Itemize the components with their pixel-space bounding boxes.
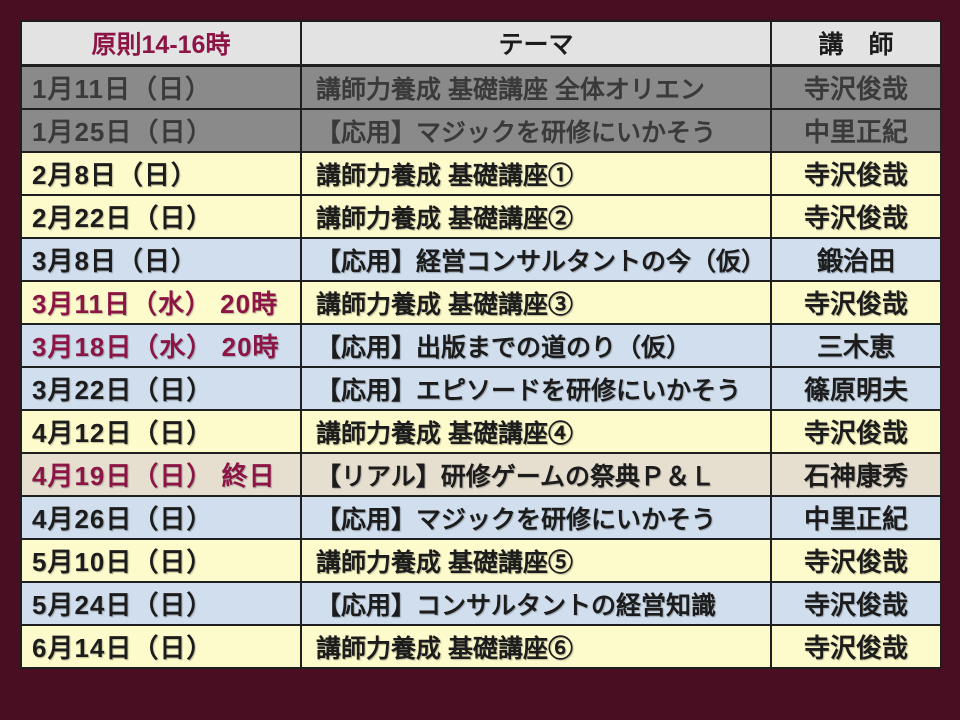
lecturer-cell: 寺沢俊哉 (770, 538, 942, 583)
table-row: 6月14日（日） 講師力養成 基礎講座⑥ 寺沢俊哉 (20, 624, 942, 669)
date-cell: 2月8日（日） (20, 151, 302, 196)
schedule-table: 原則14-16時 テーマ 講 師 1月11日（日） 講師力養成 基礎講座 全体オ… (20, 20, 942, 669)
date-cell: 3月18日（水） 20時 (20, 323, 302, 368)
date-cell: 1月25日（日） (20, 108, 302, 153)
date-cell: 1月11日（日） (20, 64, 302, 110)
lecturer-cell: 寺沢俊哉 (770, 409, 942, 454)
theme-cell: 【応用】出版までの道のり（仮） (300, 323, 772, 368)
theme-cell: 講師力養成 基礎講座④ (300, 409, 772, 454)
theme-cell: 【応用】コンサルタントの経営知識 (300, 581, 772, 626)
theme-cell: 講師力養成 基礎講座③ (300, 280, 772, 325)
lecturer-cell: 寺沢俊哉 (770, 581, 942, 626)
table-row: 5月24日（日） 【応用】コンサルタントの経営知識 寺沢俊哉 (20, 581, 942, 626)
header-row: 原則14-16時 テーマ 講 師 (20, 20, 942, 67)
theme-cell: 【リアル】研修ゲームの祭典Ｐ＆Ｌ (300, 452, 772, 497)
table-row: 3月8日（日） 【応用】経営コンサルタントの今（仮） 鍛治田 (20, 237, 942, 282)
theme-cell: 講師力養成 基礎講座 全体オリエン (300, 64, 772, 110)
lecturer-cell: 寺沢俊哉 (770, 280, 942, 325)
lecturer-cell: 鍛治田 (770, 237, 942, 282)
lecturer-cell: 篠原明夫 (770, 366, 942, 411)
lecturer-cell: 寺沢俊哉 (770, 151, 942, 196)
theme-cell: 【応用】マジックを研修にいかそう (300, 108, 772, 153)
table-row: 3月18日（水） 20時 【応用】出版までの道のり（仮） 三木恵 (20, 323, 942, 368)
theme-cell: 【応用】エピソードを研修にいかそう (300, 366, 772, 411)
lecturer-cell: 中里正紀 (770, 108, 942, 153)
lecturer-cell: 寺沢俊哉 (770, 624, 942, 669)
theme-cell: 【応用】経営コンサルタントの今（仮） (300, 237, 772, 282)
lecturer-cell: 石神康秀 (770, 452, 942, 497)
table-row: 4月26日（日） 【応用】マジックを研修にいかそう 中里正紀 (20, 495, 942, 540)
date-cell: 5月24日（日） (20, 581, 302, 626)
header-time-rule: 原則14-16時 (20, 20, 302, 67)
header-lecturer: 講 師 (770, 20, 942, 67)
theme-cell: 講師力養成 基礎講座⑤ (300, 538, 772, 583)
lecturer-cell: 中里正紀 (770, 495, 942, 540)
date-cell: 4月12日（日） (20, 409, 302, 454)
table-row: 4月19日（日） 終日 【リアル】研修ゲームの祭典Ｐ＆Ｌ 石神康秀 (20, 452, 942, 497)
table-row: 1月11日（日） 講師力養成 基礎講座 全体オリエン 寺沢俊哉 (20, 64, 942, 110)
table-row: 2月8日（日） 講師力養成 基礎講座① 寺沢俊哉 (20, 151, 942, 196)
lecturer-cell: 寺沢俊哉 (770, 194, 942, 239)
header-theme: テーマ (300, 20, 772, 67)
date-cell: 5月10日（日） (20, 538, 302, 583)
table-row: 4月12日（日） 講師力養成 基礎講座④ 寺沢俊哉 (20, 409, 942, 454)
theme-cell: 講師力養成 基礎講座② (300, 194, 772, 239)
date-cell: 4月26日（日） (20, 495, 302, 540)
theme-cell: 【応用】マジックを研修にいかそう (300, 495, 772, 540)
lecturer-cell: 三木恵 (770, 323, 942, 368)
table-row: 5月10日（日） 講師力養成 基礎講座⑤ 寺沢俊哉 (20, 538, 942, 583)
date-cell: 3月22日（日） (20, 366, 302, 411)
date-cell: 4月19日（日） 終日 (20, 452, 302, 497)
table-row: 1月25日（日） 【応用】マジックを研修にいかそう 中里正紀 (20, 108, 942, 153)
theme-cell: 講師力養成 基礎講座⑥ (300, 624, 772, 669)
date-cell: 3月8日（日） (20, 237, 302, 282)
lecturer-cell: 寺沢俊哉 (770, 64, 942, 110)
table-row: 3月22日（日） 【応用】エピソードを研修にいかそう 篠原明夫 (20, 366, 942, 411)
table-row: 3月11日（水） 20時 講師力養成 基礎講座③ 寺沢俊哉 (20, 280, 942, 325)
date-cell: 3月11日（水） 20時 (20, 280, 302, 325)
date-cell: 6月14日（日） (20, 624, 302, 669)
date-cell: 2月22日（日） (20, 194, 302, 239)
table-row: 2月22日（日） 講師力養成 基礎講座② 寺沢俊哉 (20, 194, 942, 239)
theme-cell: 講師力養成 基礎講座① (300, 151, 772, 196)
